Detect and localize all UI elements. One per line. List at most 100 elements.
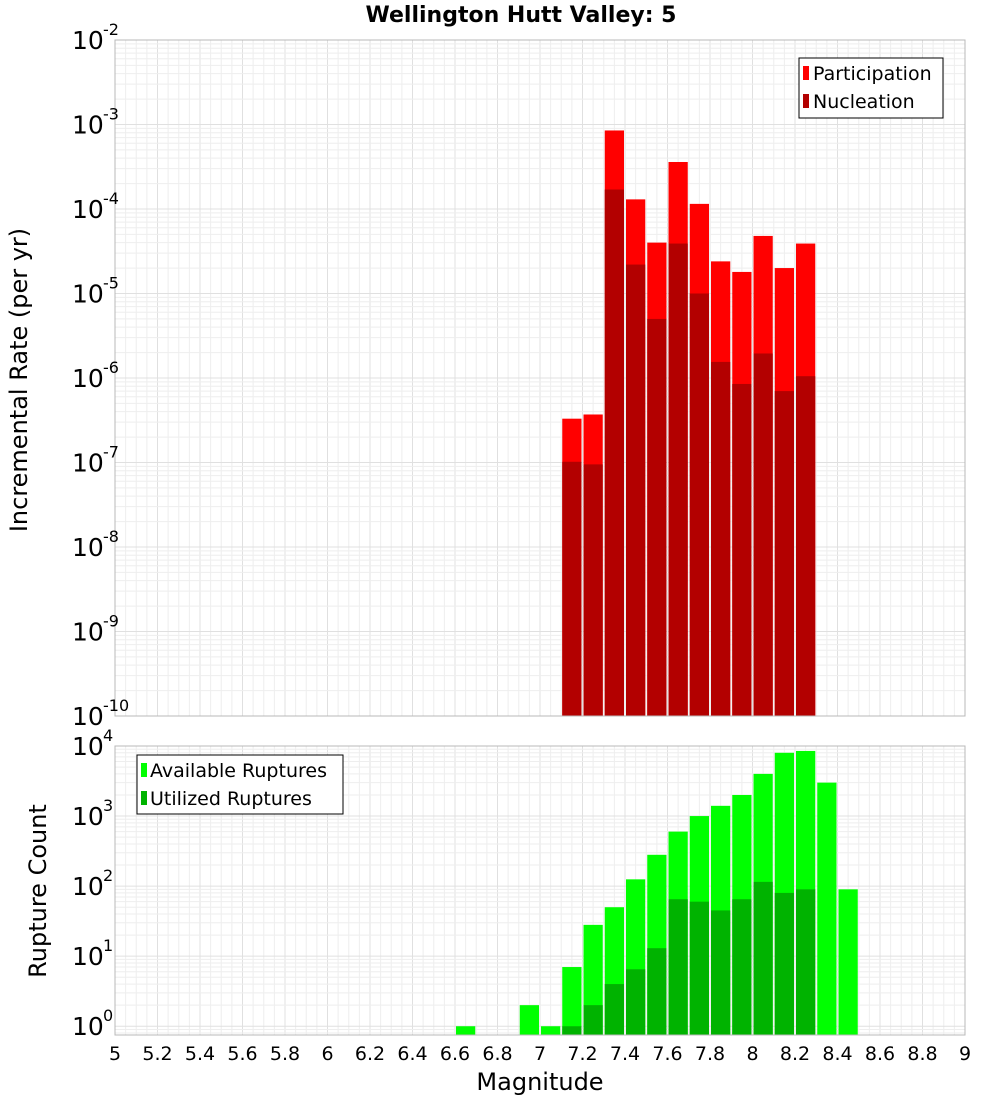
y-tick-base: 10 bbox=[72, 732, 104, 761]
top-legend-box bbox=[798, 57, 944, 119]
x-tick-label: 7 bbox=[534, 1043, 546, 1065]
bar-utilized-ruptures-9 bbox=[753, 881, 773, 1035]
bar-utilized-ruptures-4 bbox=[647, 948, 667, 1035]
chart-title: Wellington Hutt Valley: 5 bbox=[366, 3, 677, 28]
bar-nucleation-9 bbox=[753, 353, 773, 716]
x-tick-label: 7.4 bbox=[610, 1043, 640, 1065]
y-tick-label: 10 0 bbox=[72, 1006, 113, 1041]
y-tick-exponent: -5 bbox=[103, 274, 119, 293]
legend-label-participation: Participation bbox=[813, 63, 932, 85]
x-tick-label: 6.6 bbox=[440, 1043, 470, 1065]
x-tick-label: 7.2 bbox=[567, 1043, 597, 1065]
bar-nucleation-5 bbox=[668, 243, 688, 716]
y-tick-label: 10 -10 bbox=[72, 696, 129, 731]
y-tick-base: 10 bbox=[72, 533, 104, 562]
x-tick-label: 8 bbox=[746, 1043, 758, 1065]
bottom-y-axis-label: Rupture Count bbox=[24, 804, 52, 978]
bottom-plot-frame bbox=[114, 745, 966, 1036]
y-tick-base: 10 bbox=[72, 702, 104, 731]
x-tick-label: 8.6 bbox=[865, 1043, 895, 1065]
bar-nucleation-11 bbox=[796, 376, 816, 716]
y-tick-exponent: -4 bbox=[103, 189, 119, 208]
bar-nucleation-6 bbox=[689, 293, 709, 716]
x-tick-label: 6.8 bbox=[482, 1043, 512, 1065]
bar-nucleation-7 bbox=[711, 361, 731, 716]
y-tick-base: 10 bbox=[72, 26, 104, 55]
y-tick-label: 10 4 bbox=[72, 726, 113, 761]
y-tick-base: 10 bbox=[72, 195, 104, 224]
bar-available-ruptures-1 bbox=[519, 1005, 539, 1035]
legend-label-utilized: Utilized Ruptures bbox=[150, 788, 312, 810]
legend-swatch-available bbox=[141, 763, 147, 777]
bar-utilized-ruptures-0 bbox=[562, 1026, 582, 1035]
top-gridlines bbox=[114, 39, 966, 717]
x-axis-label: Magnitude bbox=[476, 1068, 603, 1096]
x-tick-label: 5 bbox=[109, 1043, 121, 1065]
bar-available-ruptures-0 bbox=[456, 1026, 476, 1035]
x-tick-label: 5.8 bbox=[270, 1043, 300, 1065]
top-plot-frame bbox=[114, 39, 966, 717]
x-tick-label: 7.6 bbox=[652, 1043, 682, 1065]
y-tick-label: 10 -4 bbox=[72, 189, 119, 224]
y-tick-base: 10 bbox=[72, 942, 104, 971]
legend-swatch-utilized bbox=[141, 791, 147, 805]
top-bars bbox=[562, 130, 816, 717]
y-tick-exponent: -10 bbox=[103, 696, 129, 715]
bar-available-ruptures-16 bbox=[838, 889, 858, 1035]
bar-nucleation-4 bbox=[647, 318, 667, 716]
bar-available-ruptures-2 bbox=[541, 1026, 561, 1035]
x-tick-label: 9 bbox=[959, 1043, 971, 1065]
x-tick-label: 6.2 bbox=[355, 1043, 385, 1065]
y-tick-label: 10 -7 bbox=[72, 443, 119, 478]
bar-available-ruptures-15 bbox=[817, 782, 837, 1035]
bottom-legend-box bbox=[136, 754, 344, 815]
y-tick-exponent: -3 bbox=[103, 105, 119, 124]
y-tick-label: 10 -2 bbox=[72, 20, 119, 55]
y-tick-label: 10 1 bbox=[72, 936, 113, 971]
bar-utilized-ruptures-1 bbox=[583, 1005, 603, 1035]
bar-utilized-ruptures-11 bbox=[796, 889, 816, 1035]
x-tick-label: 8.2 bbox=[780, 1043, 810, 1065]
bar-available-ruptures-3 bbox=[562, 967, 582, 1035]
y-tick-label: 10 3 bbox=[72, 796, 113, 831]
x-tick-label: 5.4 bbox=[185, 1043, 215, 1065]
y-tick-exponent: -7 bbox=[103, 443, 119, 462]
bar-nucleation-10 bbox=[774, 391, 794, 716]
bar-utilized-ruptures-10 bbox=[774, 892, 794, 1035]
y-tick-base: 10 bbox=[72, 449, 104, 478]
y-tick-base: 10 bbox=[72, 618, 104, 647]
x-tick-label: 7.8 bbox=[695, 1043, 725, 1065]
y-tick-base: 10 bbox=[72, 872, 104, 901]
bar-utilized-ruptures-6 bbox=[689, 901, 709, 1035]
y-tick-exponent: 0 bbox=[103, 1006, 113, 1025]
y-tick-exponent: 2 bbox=[103, 866, 113, 885]
y-tick-exponent: -8 bbox=[103, 527, 119, 546]
y-tick-label: 10 -5 bbox=[72, 274, 119, 309]
x-tick-label: 6 bbox=[321, 1043, 333, 1065]
legend-swatch-nucleation bbox=[803, 94, 809, 108]
bar-nucleation-3 bbox=[626, 264, 646, 716]
x-tick-label: 8.4 bbox=[822, 1043, 852, 1065]
bottom-bars bbox=[456, 750, 858, 1035]
x-tick-labels: 5 5.2 5.4 5.6 5.8 6 6.2 6.4 6.6 6.8 7 7.2 7.4 7.6 7.8 8… bbox=[109, 1043, 971, 1065]
legend-label-nucleation: Nucleation bbox=[813, 91, 915, 113]
top-y-tick-labels: 10-210-310-410-510-610-710-810-910-10 bbox=[72, 20, 129, 731]
bar-utilized-ruptures-5 bbox=[668, 899, 688, 1035]
x-tick-label: 5.6 bbox=[227, 1043, 257, 1065]
y-tick-exponent: -6 bbox=[103, 358, 119, 377]
bar-nucleation-0 bbox=[562, 461, 582, 716]
y-tick-label: 10 -6 bbox=[72, 358, 119, 393]
y-tick-base: 10 bbox=[72, 802, 104, 831]
y-tick-exponent: 1 bbox=[103, 936, 113, 955]
top-y-axis-label: Incremental Rate (per yr) bbox=[5, 228, 33, 532]
y-tick-exponent: 4 bbox=[103, 726, 113, 745]
bar-utilized-ruptures-8 bbox=[732, 899, 752, 1035]
bar-utilized-ruptures-3 bbox=[626, 969, 646, 1035]
y-tick-label: 10 -3 bbox=[72, 105, 119, 140]
y-tick-exponent: -9 bbox=[103, 612, 119, 631]
bar-utilized-ruptures-7 bbox=[711, 910, 731, 1035]
bar-utilized-ruptures-2 bbox=[604, 984, 624, 1035]
y-tick-base: 10 bbox=[72, 111, 104, 140]
